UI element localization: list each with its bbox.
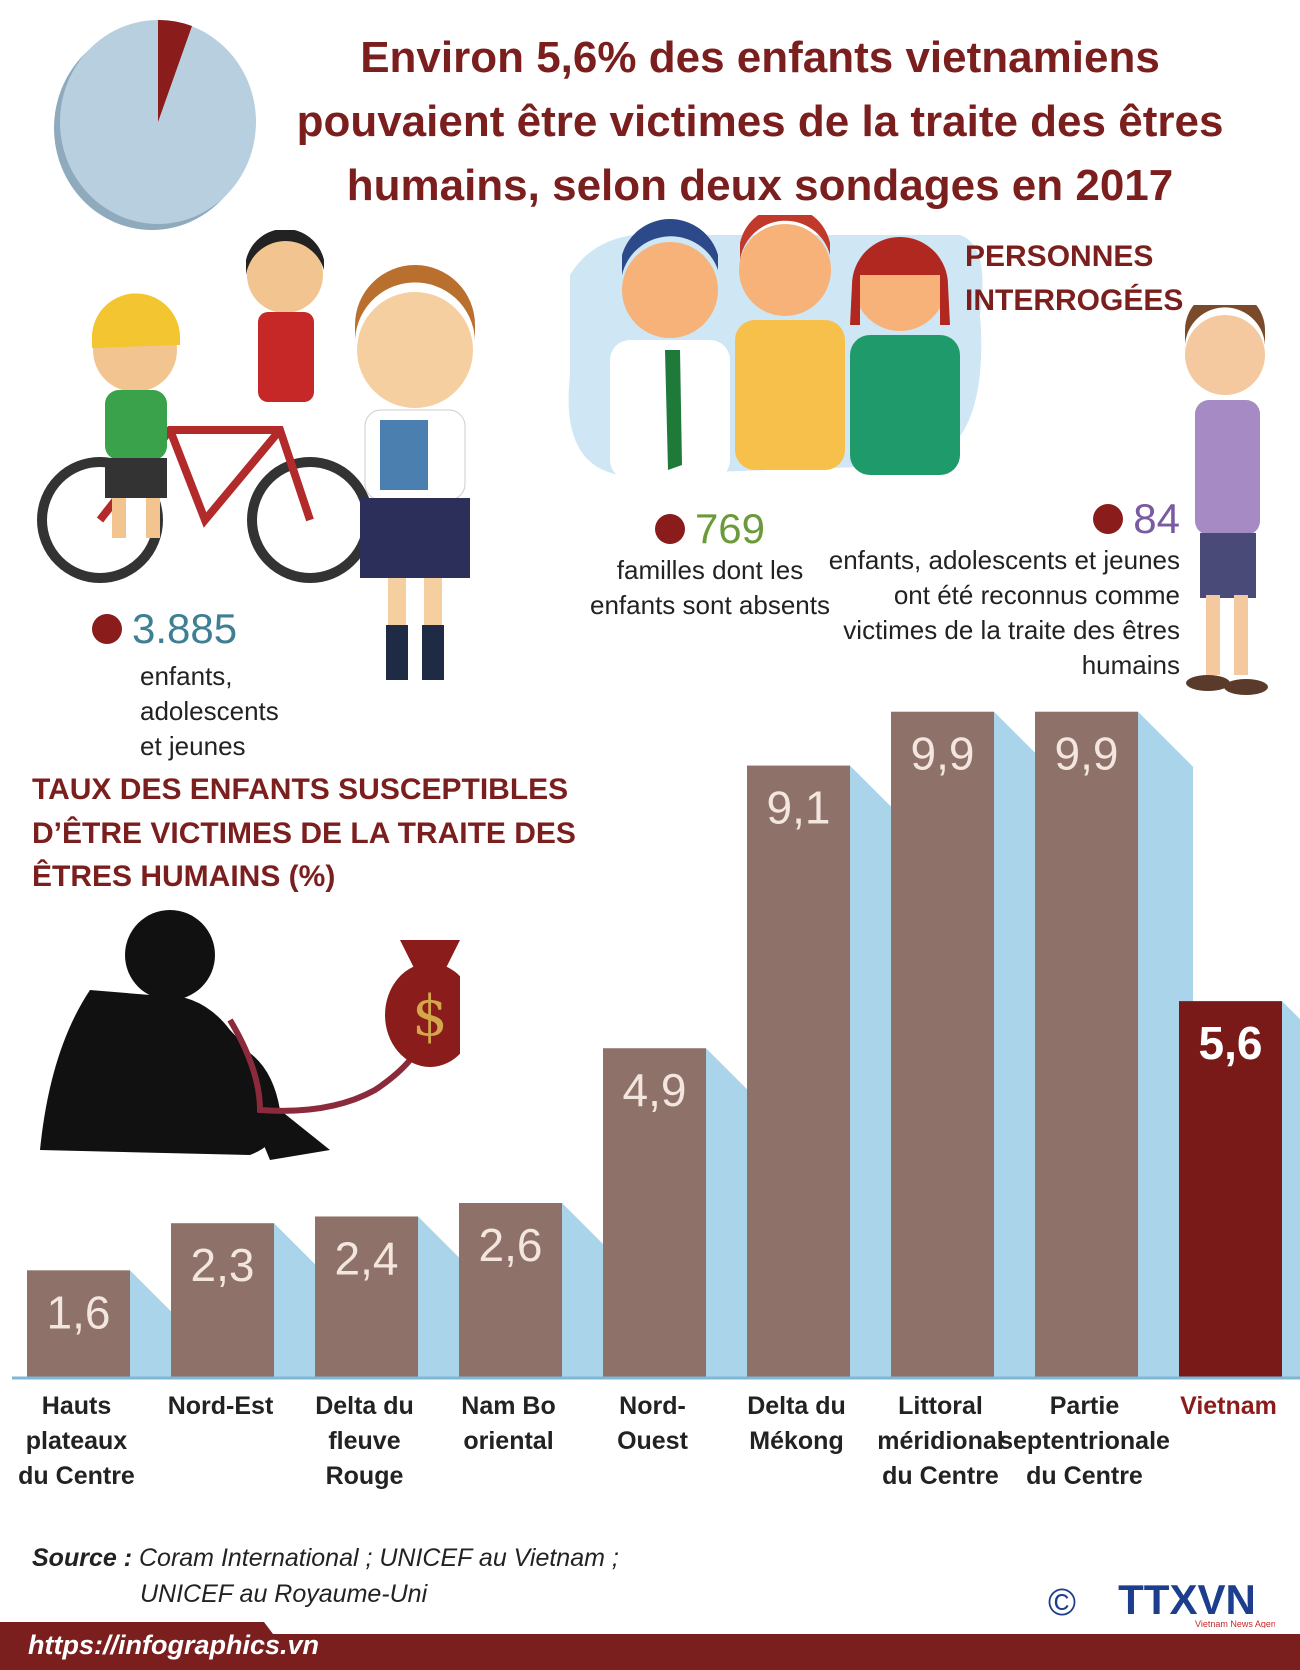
- stat-victims-desc-line: victimes de la traite des êtres: [843, 615, 1180, 646]
- bar: [891, 711, 994, 1378]
- category-label: Delta du: [747, 1392, 846, 1420]
- bullet-dot: [654, 514, 685, 544]
- bar-value-label: 9,9: [911, 728, 975, 780]
- footer-tab: [0, 1622, 300, 1670]
- stat-families-desc-line: familles dont les: [616, 555, 804, 585]
- bar-value-label: 9,1: [767, 782, 831, 834]
- bar: [747, 765, 850, 1378]
- pie-highlight-slice: [158, 19, 192, 122]
- stat-children-desc-line: et jeunes: [140, 731, 246, 762]
- category-label: Delta du: [315, 1392, 414, 1420]
- title-line: Environ 5,6% des enfants vietnamiens: [360, 33, 1160, 82]
- bar-value-label: 2,3: [191, 1239, 255, 1291]
- chart-title: TAUX DES ENFANTS SUSCEPTIBLES D’ÊTRE VIC…: [32, 768, 592, 899]
- category-label: oriental: [463, 1427, 553, 1455]
- pie-chart-icon: [54, 19, 256, 230]
- category-label: méridional: [877, 1427, 1003, 1455]
- category-label: plateaux: [26, 1427, 128, 1455]
- category-label: fleuve: [328, 1427, 400, 1455]
- category-label: Vietnam: [1180, 1392, 1277, 1420]
- category-label: Nord-Est: [168, 1392, 274, 1420]
- category-label: du Centre: [1026, 1462, 1143, 1490]
- money-bag-icon: [385, 963, 460, 1067]
- bar-value-label: 9,9: [1055, 728, 1119, 780]
- stat-victims-desc-line: humains: [1081, 650, 1180, 681]
- bar-value-label: 4,9: [623, 1064, 687, 1116]
- category-label: Ouest: [617, 1427, 689, 1455]
- chart-title-line: TAUX DES ENFANTS SUSCEPTIBLES: [32, 773, 569, 806]
- bar: [459, 1203, 562, 1378]
- adults-illustration: [568, 215, 983, 480]
- page-title: Environ 5,6% des enfants vietnamiens pou…: [240, 26, 1280, 217]
- footer-url-link[interactable]: https://infographics.vn: [28, 1630, 320, 1660]
- bar-value-label: 5,6: [1199, 1017, 1263, 1069]
- source-note: Source : Coram International ; UNICEF au…: [32, 1540, 619, 1613]
- bar-shadow: [1282, 1001, 1300, 1378]
- respondents-label-line: INTERROGÉES: [965, 283, 1184, 317]
- bar: [1179, 1001, 1282, 1378]
- stat-families-value: 769: [694, 505, 766, 552]
- logo-text: TTXVN: [1118, 1578, 1256, 1623]
- stat-victims-desc-line: enfants, adolescents et jeunes: [828, 545, 1180, 575]
- bar: [27, 1270, 130, 1378]
- source-label: Source :: [32, 1544, 133, 1572]
- stat-victims-desc-line: ont été reconnus comme: [893, 580, 1180, 611]
- category-label: Partie: [1050, 1392, 1120, 1420]
- title-line: pouvaient être victimes de la traite des…: [296, 96, 1224, 146]
- category-label: du Centre: [18, 1462, 135, 1490]
- respondents-label-line: PERSONNES: [965, 240, 1154, 273]
- category-label: Rouge: [326, 1462, 404, 1490]
- bar: [603, 1048, 706, 1378]
- children-illustration: [37, 230, 475, 680]
- stat-children-value: 3.885: [132, 605, 238, 652]
- logo-subtext: Vietnam News Agency: [1195, 1619, 1275, 1628]
- category-label: Littoral: [898, 1392, 983, 1420]
- stat-children-desc-line: enfants,: [140, 661, 233, 691]
- boy-illustration: [1184, 305, 1268, 695]
- stat-victims: 84 enfants, adolescents et jeunes ont ét…: [822, 495, 1180, 683]
- stat-victims-value: 84: [1133, 495, 1180, 542]
- bar-value-label: 2,6: [479, 1219, 543, 1271]
- chart-title-line: ÊTRES HUMAINS (%): [32, 860, 336, 893]
- chart-title-line: D’ÊTRE VICTIMES DE LA TRAITE DES: [32, 816, 576, 850]
- category-label: Nam Bo: [461, 1392, 555, 1420]
- bar-chart: 1,6 Hauts plateaux du Centre 2,3 Nord-Est 2,4 D…: [12, 711, 1300, 1490]
- victim-silhouette-illustration: $: [40, 910, 460, 1160]
- respondents-label: PERSONNES INTERROGÉES: [965, 235, 1183, 322]
- bullet-dot: [92, 614, 122, 644]
- bullet-dot: [1093, 504, 1124, 534]
- source-line: UNICEF au Royaume-Uni: [140, 1580, 428, 1609]
- copyright-symbol: ©: [1048, 1582, 1076, 1624]
- stat-families: 769 familles dont les enfants sont absen…: [580, 505, 840, 623]
- ttxvn-logo: TTXVN Vietnam News Agency: [1118, 1578, 1275, 1628]
- category-label: Nord-: [619, 1392, 686, 1420]
- bar-value-label: 1,6: [47, 1286, 111, 1338]
- source-line: Coram International ; UNICEF au Vietnam …: [138, 1544, 619, 1572]
- category-label: du Centre: [882, 1462, 999, 1490]
- stat-children-desc-line: adolescents: [140, 696, 279, 727]
- bar: [171, 1223, 274, 1378]
- category-label: Hauts: [42, 1392, 111, 1420]
- bar: [1035, 711, 1138, 1378]
- category-label: Mékong: [749, 1427, 843, 1455]
- stat-families-desc-line: enfants sont absents: [590, 590, 830, 621]
- category-label: septentrionale: [999, 1427, 1170, 1455]
- bar: [315, 1216, 418, 1378]
- stat-children: 3.885 enfants, adolescents et jeunes: [92, 605, 392, 764]
- bar-value-label: 2,4: [335, 1232, 399, 1284]
- svg-text:$: $: [412, 984, 448, 1049]
- title-line: humains, selon deux sondages en 2017: [346, 160, 1174, 210]
